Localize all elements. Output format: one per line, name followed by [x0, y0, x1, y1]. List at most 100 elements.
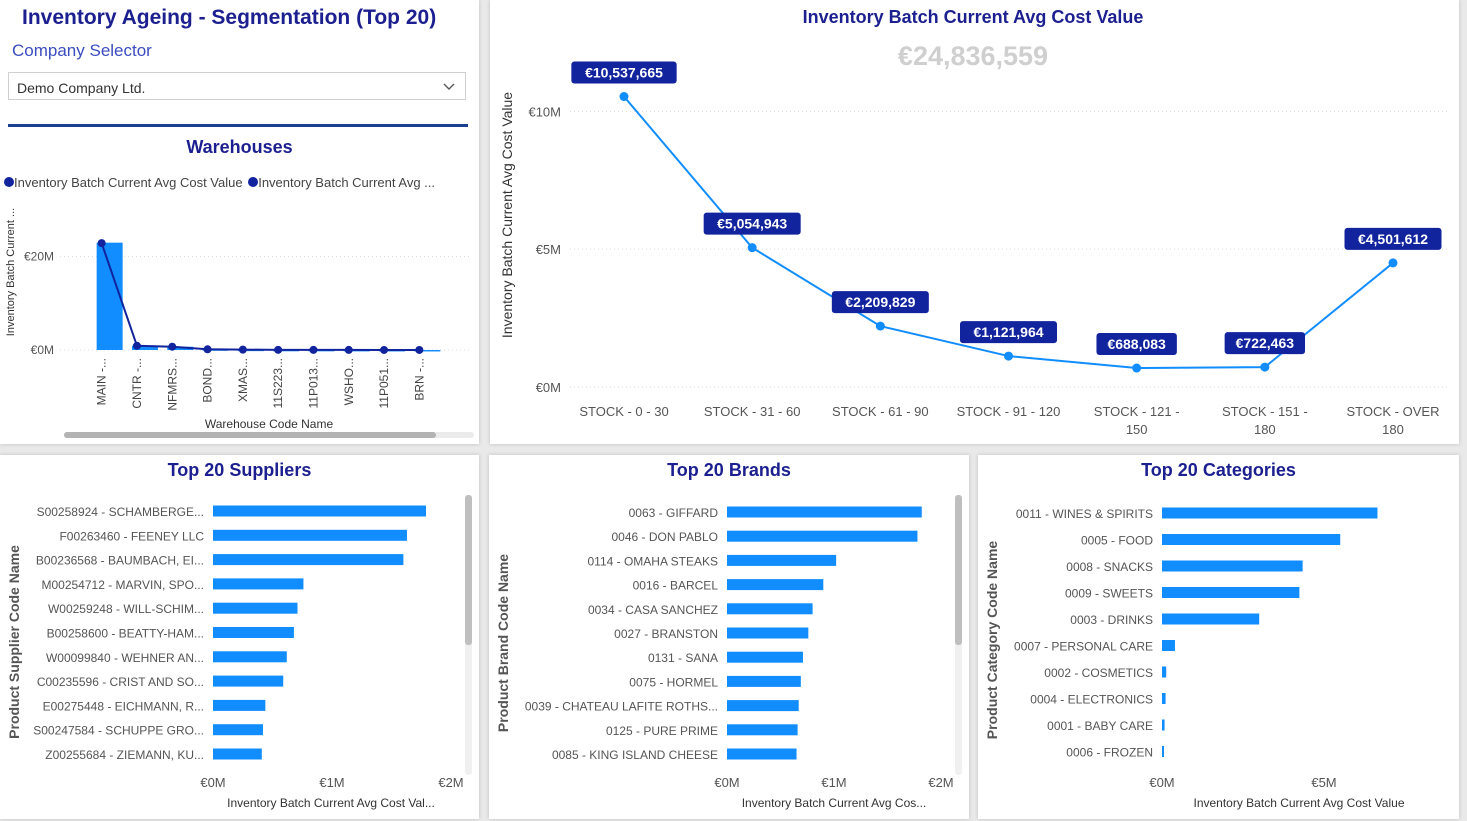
line-point [1260, 362, 1270, 372]
x-tick-label: 11P013... [306, 358, 320, 408]
x-axis-title: Inventory Batch Current Avg Cost Value [1193, 796, 1404, 810]
bar [1162, 587, 1300, 598]
y-tick-label: 0027 - BRANSTON [614, 627, 718, 641]
bar [1162, 613, 1260, 625]
warehouses-chart: €0M €20M Inventory Batch Current ... MAIN -… [5, 208, 472, 431]
y-tick-label: €5M [536, 242, 561, 257]
company-selector-dropdown[interactable]: Demo Company Ltd. [8, 72, 466, 100]
y-tick-label: Z00255684 - ZIEMANN, KU... [45, 748, 204, 762]
line-point [309, 345, 318, 354]
scrollbar-thumb[interactable] [64, 432, 436, 438]
data-label: €1,121,964 [973, 324, 1043, 340]
bar [213, 748, 262, 760]
line-point [1004, 351, 1013, 361]
x-tick-label: €1M [821, 775, 846, 790]
y-tick-label: 0016 - BARCEL [633, 579, 719, 593]
y-tick-label: 0063 - GIFFARD [629, 506, 719, 520]
line-point [132, 341, 141, 350]
bar [1162, 534, 1341, 545]
x-axis-title: Inventory Batch Current Avg Cos... [742, 796, 927, 810]
line-point [1132, 363, 1142, 373]
bar [213, 675, 284, 687]
data-label-bg [960, 321, 1057, 344]
y-tick-label: €20M [24, 250, 54, 264]
ageing-title: Inventory Batch Current Avg Cost Value [802, 7, 1144, 27]
data-label-bg [1224, 332, 1306, 355]
bar [1162, 666, 1167, 678]
x-tick-label: €5M [1311, 775, 1336, 790]
scrollbar-thumb[interactable] [955, 495, 962, 645]
chevron-down-icon[interactable] [443, 80, 455, 92]
bar [96, 242, 123, 350]
bar [727, 675, 801, 687]
y-tick-label: S00258924 - SCHAMBERGE... [37, 505, 204, 519]
data-label-bg [1344, 227, 1442, 250]
y-tick-label: €10M [528, 104, 561, 119]
y-tick-label: 0011 - WINES & SPIRITS [1016, 507, 1153, 521]
y-tick-label: 0003 - DRINKS [1070, 613, 1153, 627]
bar [213, 505, 427, 517]
y-tick-label: 0085 - KING ISLAND CHEESE [552, 748, 718, 762]
total-value-label: €24,836,559 [897, 41, 1049, 71]
data-label-bg [831, 291, 929, 314]
x-tick-label: XMAS... [236, 358, 250, 402]
x-tick-label: 11P051... [377, 358, 391, 408]
bar [727, 724, 798, 736]
bar [727, 627, 809, 639]
scrollbar-thumb[interactable] [465, 495, 472, 645]
y-tick-label: B00258600 - BEATTY-HAM... [47, 627, 204, 641]
bar [727, 651, 803, 663]
data-label: €2,209,829 [845, 294, 915, 310]
y-tick-label: 0007 - PERSONAL CARE [1014, 640, 1153, 654]
x-tick-label: €0M [714, 775, 739, 790]
y-tick-label: W00259248 - WILL-SCHIM... [48, 602, 204, 616]
x-tick-label: STOCK - 31 - 60 [704, 404, 801, 419]
line-point [344, 345, 353, 354]
x-tick-label: €2M [438, 775, 463, 790]
suppliers-panel: Top 20 Suppliers S00258924 - SCHAMBERGE.… [0, 455, 479, 819]
bar [727, 748, 797, 760]
y-axis-title: Product Category Code Name [984, 541, 1000, 740]
line-point [380, 345, 389, 354]
y-tick-label: 0002 - COSMETICS [1044, 666, 1153, 680]
x-tick-label: STOCK - 121 - [1094, 404, 1180, 419]
line-point [274, 345, 283, 354]
bar [727, 700, 799, 712]
data-label-bg [571, 61, 677, 84]
brands-chart: 0063 - GIFFARD 0046 - DON PABLO 0114 - OMA… [495, 506, 954, 810]
x-tick-label: STOCK - 0 - 30 [579, 404, 668, 419]
line-point [97, 239, 106, 248]
x-axis-title: Warehouse Code Name [205, 417, 334, 431]
y-tick-label: 0114 - OMAHA STEAKS [588, 554, 719, 568]
x-tick-label: BOND... [201, 358, 215, 403]
suppliers-title: Top 20 Suppliers [167, 460, 312, 480]
vertical-scrollbar[interactable] [955, 495, 962, 775]
legend-dot-icon [248, 177, 259, 187]
bar [727, 530, 918, 542]
x-tick-label: STOCK - 91 - 120 [957, 404, 1061, 419]
line-point [168, 342, 177, 351]
series-line [100, 242, 420, 351]
vertical-scrollbar[interactable] [465, 495, 472, 775]
ageing-chart: €0M €5M €10M Inventory Batch Current Avg Co… [499, 61, 1448, 437]
y-tick-label: S00247584 - SCHUPPE GRO... [33, 724, 204, 738]
y-tick-label: 0034 - CASA SANCHEZ [588, 603, 718, 617]
line-point [619, 92, 629, 102]
line-point [747, 243, 757, 253]
y-tick-label: 0004 - ELECTRONICS [1030, 693, 1153, 707]
y-tick-label: 0009 - SWEETS [1065, 587, 1153, 601]
horizontal-scrollbar[interactable] [64, 432, 474, 438]
line-point [1388, 258, 1398, 268]
warehouses-title: Warehouses [186, 137, 293, 157]
bar [1162, 746, 1164, 757]
x-tick-label: €1M [319, 775, 344, 790]
x-tick-label: 11S223... [271, 358, 285, 408]
y-tick-label: F00263460 - FEENEY LLC [59, 529, 204, 543]
y-tick-label: 0046 - DON PABLO [612, 530, 719, 544]
bar [213, 724, 263, 736]
bar [727, 554, 837, 566]
y-tick-label: E00275448 - EICHMANN, R... [43, 699, 204, 713]
bar [1162, 640, 1175, 651]
company-selector-label: Company Selector [12, 41, 152, 60]
categories-panel: Top 20 Categories 0011 - WINES & SPIRITS… [978, 455, 1459, 819]
